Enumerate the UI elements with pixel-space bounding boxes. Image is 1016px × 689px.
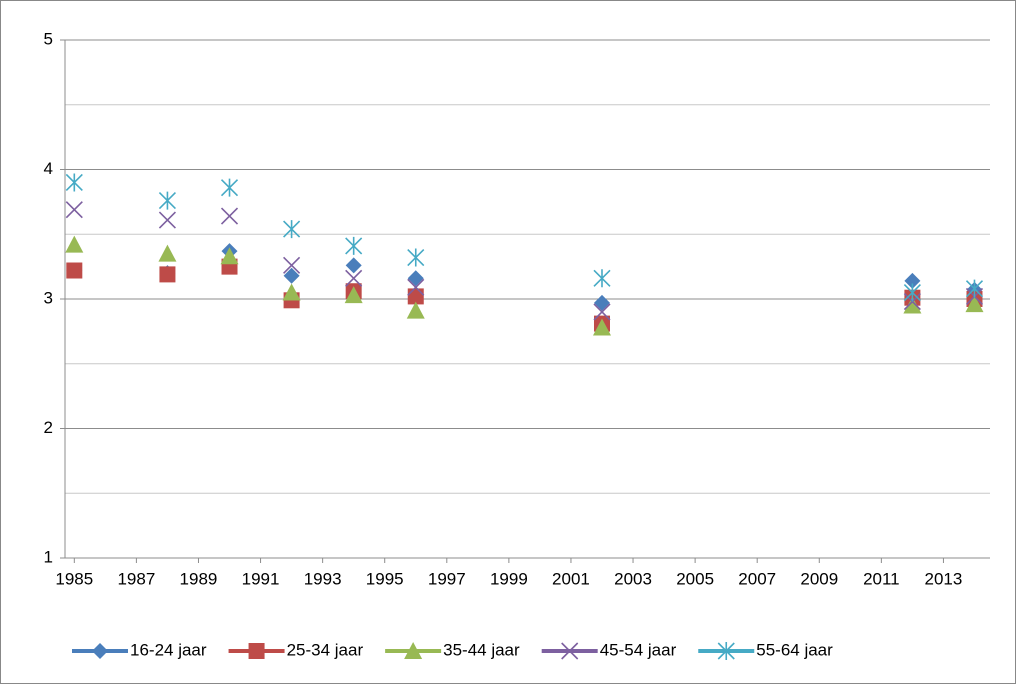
marker-triangle: [404, 642, 423, 659]
legend-label: 45-54 jaar: [600, 640, 677, 659]
legend-item: 45-54 jaar: [541, 640, 677, 660]
legend-item: 55-64 jaar: [698, 640, 833, 660]
marker-x: [561, 642, 579, 660]
marker-square: [248, 643, 265, 659]
y-tick-label: 5: [44, 29, 53, 48]
x-tick-label: 1985: [55, 569, 93, 588]
marker-x: [158, 211, 176, 229]
marker-asterisk: [965, 279, 984, 298]
marker-asterisk: [158, 191, 176, 210]
legend-label: 55-64 jaar: [756, 640, 833, 659]
marker-triangle: [965, 295, 984, 313]
marker-x: [903, 293, 921, 311]
legend-item: 35-44 jaar: [385, 640, 520, 659]
legend-label: 25-34 jaar: [287, 640, 364, 659]
marker-asterisk: [283, 220, 301, 239]
marker-triangle: [158, 244, 177, 262]
x-tick-label: 2001: [552, 569, 590, 588]
x-tick-label: 1995: [366, 569, 404, 588]
legend-label: 16-24 jaar: [130, 640, 207, 659]
marker-asterisk: [717, 642, 735, 660]
legend-item: 16-24 jaar: [72, 640, 207, 659]
marker-triangle: [282, 283, 301, 301]
marker-diamond: [904, 272, 921, 289]
marker-asterisk: [593, 269, 611, 288]
x-tick-label: 2011: [863, 569, 900, 588]
marker-square: [66, 262, 83, 279]
marker-diamond: [345, 257, 362, 274]
marker-x: [407, 278, 425, 296]
marker-x: [593, 303, 611, 321]
x-tick-label: 1997: [428, 569, 466, 588]
marker-triangle: [592, 318, 611, 336]
x-tick-label: 2013: [925, 569, 963, 588]
x-tick-label: 1999: [490, 569, 528, 588]
x-tick-label: 1987: [117, 569, 155, 588]
marker-triangle: [344, 286, 363, 304]
marker-asterisk: [903, 283, 921, 302]
y-tick-label: 3: [44, 288, 53, 307]
y-tick-label: 4: [44, 159, 53, 178]
marker-asterisk: [407, 248, 425, 267]
x-tick-label: 2007: [738, 569, 776, 588]
x-tick-label: 1989: [180, 569, 218, 588]
y-tick-label: 2: [44, 418, 53, 437]
marker-asterisk: [220, 178, 239, 197]
x-tick-label: 1991: [242, 569, 280, 588]
marker-triangle: [65, 235, 84, 253]
marker-triangle: [406, 301, 425, 319]
y-tick-label: 1: [44, 547, 53, 566]
marker-diamond: [92, 643, 108, 659]
marker-x: [345, 269, 363, 287]
marker-asterisk: [65, 173, 83, 192]
marker-triangle: [220, 247, 239, 265]
marker-x: [283, 256, 301, 274]
x-tick-label: 2009: [800, 569, 838, 588]
legend-label: 35-44 jaar: [443, 640, 520, 659]
marker-square: [159, 266, 176, 283]
marker-triangle: [903, 296, 922, 314]
marker-x: [65, 201, 83, 219]
marker-diamond: [283, 267, 300, 284]
x-tick-label: 2005: [676, 569, 714, 588]
marker-asterisk: [345, 236, 363, 255]
x-tick-label: 2003: [614, 569, 652, 588]
x-tick-label: 1993: [304, 569, 342, 588]
legend-item: 25-34 jaar: [228, 640, 364, 659]
marker-x: [220, 207, 239, 225]
